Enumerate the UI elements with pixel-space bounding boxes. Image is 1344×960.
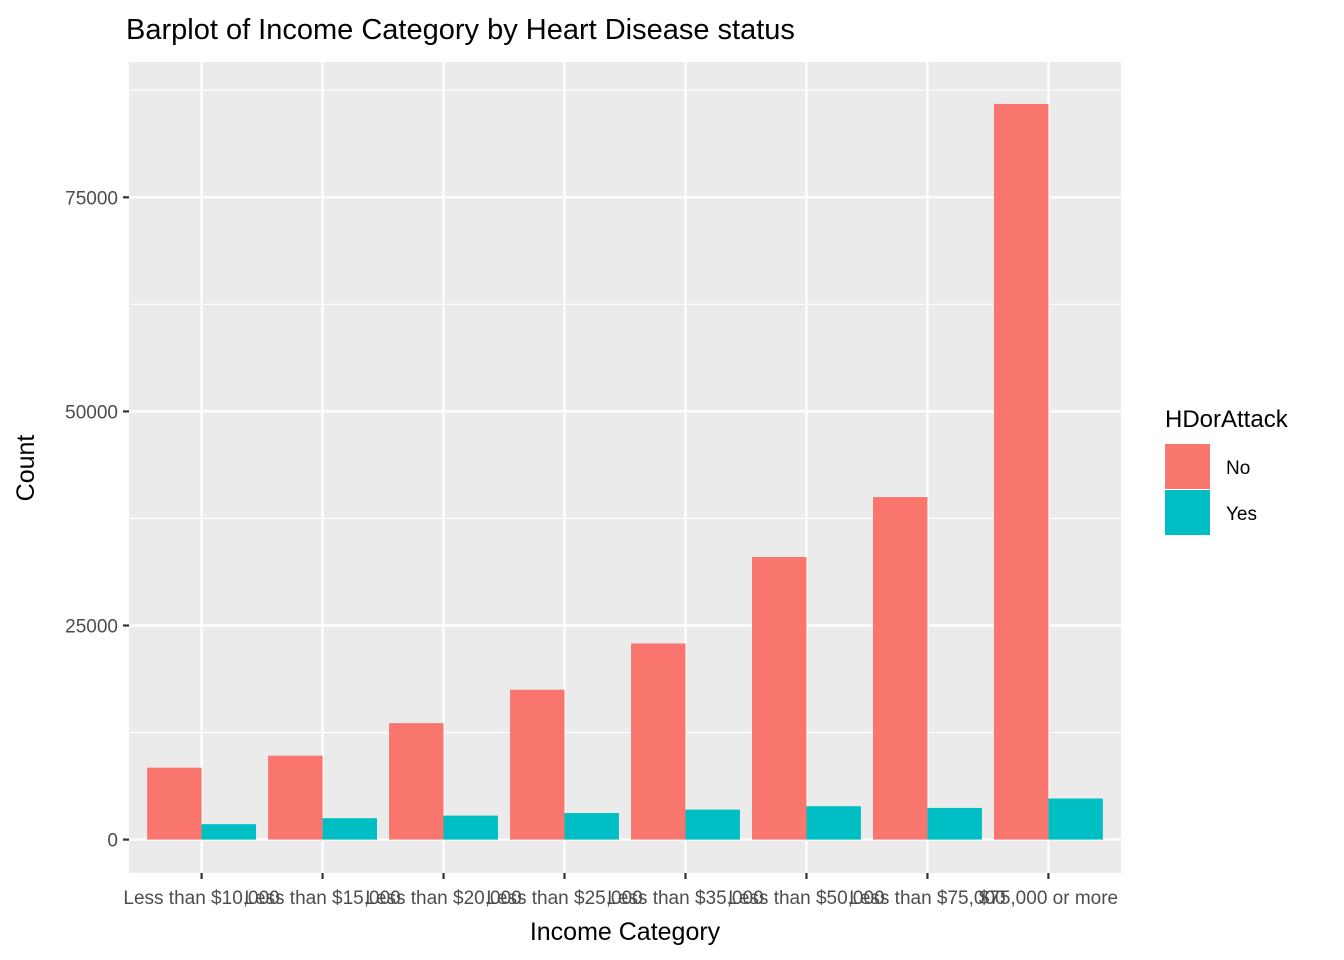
y-axis: 0 25000 50000 75000 (65, 188, 129, 852)
grid-minor (129, 89, 1121, 734)
y-axis-title: Count (12, 435, 40, 502)
x-tick-label: Less than $20,000 (365, 888, 521, 909)
y-tick-label: 25000 (65, 617, 118, 638)
bar-no-7 (873, 497, 928, 840)
bar-no-2 (268, 755, 323, 840)
chart-title: Barplot of Income Category by Heart Dise… (126, 14, 795, 46)
x-tick-label: $75,000 or more (979, 888, 1118, 909)
bar-no-4 (510, 689, 565, 840)
plot-panel (129, 62, 1121, 873)
legend-key-no (1165, 444, 1210, 489)
legend-key-yes (1165, 490, 1210, 535)
y-tick-label: 75000 (65, 188, 118, 209)
bar-yes-7 (927, 807, 982, 840)
y-tick-label: 0 (107, 831, 118, 852)
x-axis-title: Income Category (530, 918, 721, 946)
legend-label-no: No (1226, 458, 1250, 479)
legend: HDorAttack No Yes (1165, 406, 1289, 535)
y-tick-label: 50000 (65, 402, 118, 423)
bar-yes-3 (443, 815, 498, 840)
x-tick-label: Less than $50,000 (728, 888, 884, 909)
bar-no-1 (147, 767, 202, 840)
x-tick-label: Less than $25,000 (486, 888, 642, 909)
bar-yes-8 (1048, 798, 1103, 840)
x-tick-label: Less than $75,000 (849, 888, 1005, 909)
bars (147, 103, 1103, 840)
x-tick-label: Less than $15,000 (244, 888, 400, 909)
bar-no-3 (389, 723, 444, 840)
bar-yes-1 (201, 824, 257, 840)
bar-yes-4 (564, 813, 619, 840)
bar-yes-5 (685, 809, 740, 840)
bar-yes-2 (322, 818, 377, 840)
bar-no-8 (993, 103, 1049, 840)
legend-title: HDorAttack (1165, 406, 1289, 433)
bar-no-6 (752, 556, 807, 840)
x-tick-label: Less than $10,000 (123, 888, 279, 909)
bar-no-5 (631, 643, 686, 840)
x-tick-label: Less than $35,000 (607, 888, 763, 909)
legend-label-yes: Yes (1226, 504, 1257, 525)
bar-yes-6 (806, 806, 861, 840)
